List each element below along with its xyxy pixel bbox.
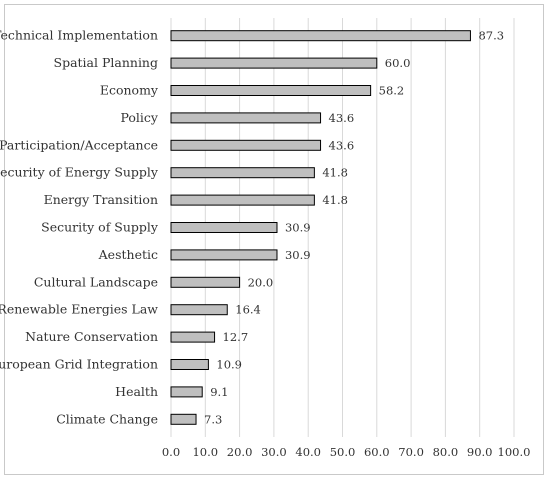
category-label: Health <box>115 384 158 399</box>
category-label: Policy <box>121 110 159 125</box>
value-label: 43.6 <box>329 111 355 125</box>
category-label: Security of Supply <box>41 220 159 235</box>
category-label: Nature Conservation <box>25 329 158 344</box>
category-label: Security of Energy Supply <box>0 165 159 180</box>
value-label: 41.8 <box>322 193 348 207</box>
value-label: 7.3 <box>204 412 222 426</box>
value-label: 60.0 <box>385 56 411 70</box>
value-label: 58.2 <box>379 84 405 98</box>
x-tick-label: 0.0 <box>162 445 180 459</box>
x-tick-label: 40.0 <box>295 445 321 459</box>
x-tick-label: 10.0 <box>192 445 218 459</box>
x-tick-label: 60.0 <box>364 445 390 459</box>
x-tick-label: 100.0 <box>498 445 531 459</box>
category-label: Economy <box>100 83 159 98</box>
bar <box>170 30 471 42</box>
value-label: 41.8 <box>322 166 348 180</box>
category-label: Spatial Planning <box>54 55 158 70</box>
bar <box>170 112 322 124</box>
x-tick-label: 20.0 <box>227 445 253 459</box>
bar <box>170 85 372 96</box>
category-label: Participation/Acceptance <box>0 137 158 152</box>
bar <box>170 304 228 316</box>
category-label: Technical Implementation <box>0 28 158 43</box>
bar <box>170 249 278 261</box>
x-tick-label: 30.0 <box>261 445 287 459</box>
bar <box>170 413 197 425</box>
category-label: Climate Change <box>56 411 158 426</box>
category-label: Cultural Landscape <box>34 274 158 289</box>
bar <box>170 57 378 69</box>
category-label: Renewable Energies Law <box>0 302 158 317</box>
bar <box>170 386 203 398</box>
value-label: 43.6 <box>329 138 355 152</box>
value-label: 30.9 <box>285 248 311 262</box>
bar <box>170 167 315 179</box>
category-label: European Grid Integration <box>0 357 158 372</box>
x-tick-label: 50.0 <box>330 445 356 459</box>
value-label: 16.4 <box>235 303 261 317</box>
category-label: Energy Transition <box>44 192 158 207</box>
bar <box>170 331 216 343</box>
value-label: 30.9 <box>285 221 311 235</box>
x-tick-label: 80.0 <box>433 445 459 459</box>
x-tick-label: 90.0 <box>467 445 493 459</box>
value-label: 87.3 <box>478 29 504 43</box>
value-label: 10.9 <box>216 358 242 372</box>
bar <box>170 139 322 151</box>
x-tick-label: 70.0 <box>398 445 424 459</box>
value-label: 12.7 <box>223 330 249 344</box>
bar <box>170 276 241 288</box>
value-label: 9.1 <box>210 385 228 399</box>
bar <box>170 222 278 233</box>
bar <box>170 194 315 206</box>
category-label: Aesthetic <box>98 247 158 262</box>
value-label: 20.0 <box>248 275 274 289</box>
bar <box>170 359 209 370</box>
